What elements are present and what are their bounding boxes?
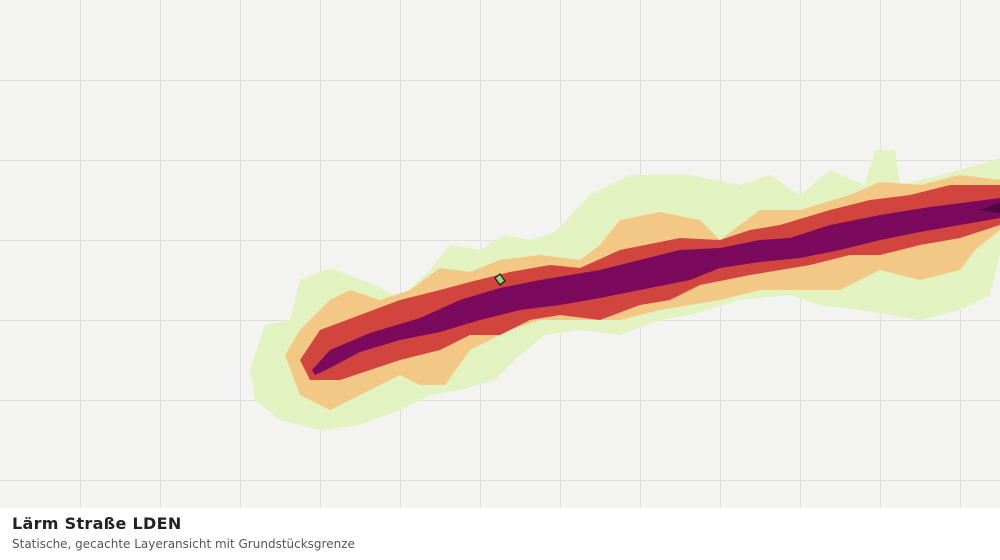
map-view [0, 0, 1000, 508]
parcel-boundary[interactable] [494, 273, 506, 286]
legend-panel: Lärm Straße LDEN Statische, gecachte Lay… [0, 508, 1000, 560]
noise-zone-very-high [312, 198, 1000, 375]
noise-zone-extreme [980, 203, 1000, 213]
layer-subtitle: Statische, gecachte Layeransicht mit Gru… [12, 537, 355, 551]
layer-title: Lärm Straße LDEN [12, 514, 182, 533]
